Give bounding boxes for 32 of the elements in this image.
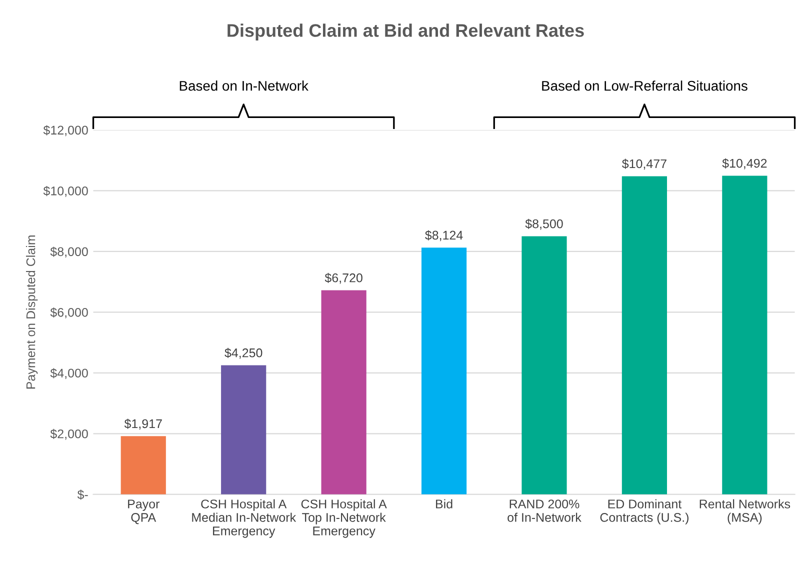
- x-tick-label: CSH Hospital A Top In-Network Emergency: [301, 499, 387, 538]
- x-tick-label: RAND 200% of In-Network: [508, 500, 582, 522]
- x-tick-label: ED Dominant Contracts (U.S.): [600, 499, 688, 524]
- bar: [321, 290, 366, 494]
- y-tick-label: $10,000: [43, 186, 88, 197]
- bar: [622, 176, 668, 494]
- y-tick-label: $2,000: [50, 428, 88, 440]
- data-label: $10,477: [622, 158, 666, 170]
- bar: [722, 176, 768, 494]
- x-tick-label: Bid: [436, 499, 452, 508]
- bar: [120, 436, 166, 494]
- x-tick-label: Rental Networks (MSA): [700, 499, 790, 524]
- y-tick-label: $8,000: [50, 246, 88, 258]
- data-label: $4,250: [224, 348, 262, 359]
- chart-title: Disputed Claim at Bid and Relevant Rates: [228, 24, 584, 40]
- data-label: $8,500: [525, 218, 563, 230]
- y-tick-label: $-: [77, 490, 88, 500]
- text: Based on In-Network: [180, 80, 308, 91]
- bar: [421, 248, 467, 494]
- text: Based on Low-Referral Situations: [542, 80, 748, 91]
- y-tick-label: $6,000: [50, 307, 88, 318]
- data-label: $8,124: [425, 230, 463, 242]
- bar: [522, 236, 567, 494]
- data-label: $1,917: [124, 418, 162, 430]
- data-label: $10,492: [722, 158, 767, 170]
- x-tick-label: Payor QPA: [128, 500, 160, 524]
- y-tick-label: $12,000: [43, 125, 88, 136]
- y-tick-label: $4,000: [50, 368, 88, 380]
- data-label: $6,720: [324, 272, 362, 284]
- x-tick-label: CSH Hospital A Median In-Network Emergency: [192, 499, 296, 538]
- bar: [221, 365, 266, 494]
- y-axis-title: Payment on Disputed Claim: [26, 236, 38, 389]
